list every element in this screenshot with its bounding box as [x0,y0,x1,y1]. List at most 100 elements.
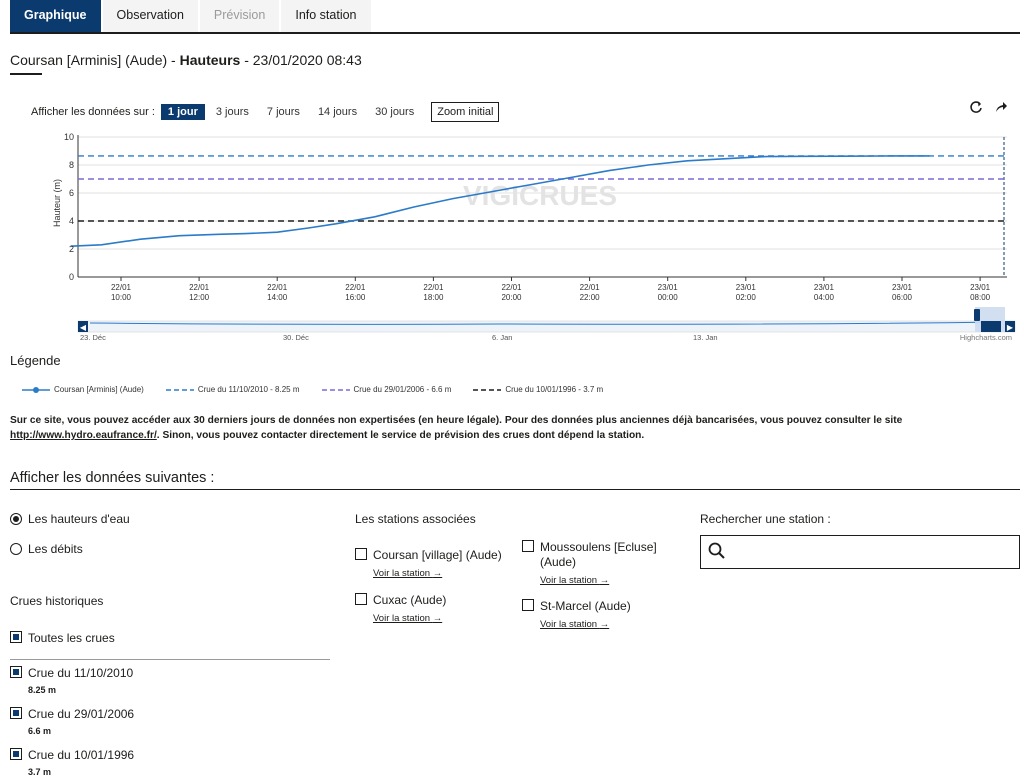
range-3-jours-button[interactable]: 3 jours [215,106,249,118]
refresh-icon[interactable] [968,100,984,116]
highcharts-credit[interactable]: Highcharts.com [960,333,1012,342]
checkbox[interactable] [10,748,22,760]
station-cuxac[interactable]: Cuxac (Aude) Voir la station → [355,593,508,626]
voir-station-link[interactable]: Voir la station → [373,568,443,579]
checkbox[interactable] [10,666,22,678]
legend-title: Légende [10,353,61,368]
x-tick-time: 00:00 [658,293,679,302]
station-moussoulens[interactable]: Moussoulens [Ecluse] (Aude) Voir la stati… [522,540,665,588]
checkbox-crue-2006[interactable]: Crue du 29/01/2006 6.6 m [10,707,134,739]
y-tick-label: 2 [69,244,74,254]
range-7-jours-button[interactable]: 7 jours [266,106,300,118]
x-tick-time: 12:00 [189,293,210,302]
station-label: Coursan [village] (Aude) [373,548,502,562]
title-separator: - [167,52,180,68]
arrow-right-icon: → [432,613,443,624]
y-tick-label: 10 [64,132,74,142]
voir-station-link[interactable]: Voir la station → [373,613,443,624]
tab-graphique[interactable]: Graphique [10,0,101,32]
info-text-part2: . Sinon, vous pouvez contacter directeme… [156,430,645,441]
search-input[interactable] [731,536,1005,566]
x-tick-time: 02:00 [736,293,757,302]
checkbox-toutes-crues[interactable]: Toutes les crues [10,631,115,646]
legend-item-crue-1996[interactable]: Crue du 10/01/1996 - 3.7 m [473,385,603,394]
navigator-track[interactable] [77,320,1016,333]
checkbox[interactable] [10,631,22,643]
radio-debits[interactable]: Les débits [10,542,83,556]
crue-label: Crue du 10/01/1996 [28,748,135,762]
navigator-label: 30. Déc [283,333,309,342]
navigator-handle-left[interactable] [974,309,980,321]
checkbox-label: Toutes les crues [28,631,115,645]
checkbox[interactable] [355,593,367,605]
x-tick-date: 22/01 [501,283,522,292]
arrow-right-icon: → [599,619,610,630]
legend-label: Crue du 29/01/2006 - 6.6 m [353,385,452,394]
voir-station-link[interactable]: Voir la station → [540,575,610,586]
crue-value: 6.6 m [28,726,52,736]
crue-label: Crue du 29/01/2006 [28,707,135,721]
share-icon[interactable] [993,100,1009,116]
tab-bar: Graphique Observation Prévision Info sta… [10,0,373,32]
checkbox-crue-2010[interactable]: Crue du 11/10/2010 8.25 m [10,666,133,698]
checkbox[interactable] [522,599,534,611]
x-tick-time: 18:00 [423,293,444,302]
station-st-marcel[interactable]: St-Marcel (Aude) Voir la station → [522,599,665,632]
hydro-link[interactable]: http://www.hydro.eaufrance.fr/ [10,430,157,441]
station-coursan-village[interactable]: Coursan [village] (Aude) Voir la station … [355,548,508,581]
x-tick-time: 04:00 [814,293,835,302]
legend: Coursan [Arminis] (Aude) Crue du 11/10/2… [22,385,625,394]
tab-observation[interactable]: Observation [102,0,198,32]
info-text-part1: Sur ce site, vous pouvez accéder aux 30 … [10,415,903,426]
navigator-right-arrow[interactable] [1005,321,1015,332]
y-ticks: 0 2 4 6 8 10 [64,132,74,282]
title-underline [10,73,42,75]
stations-title: Les stations associées [355,512,476,526]
station-label: Cuxac (Aude) [373,593,447,607]
range-label: Afficher les données sur : [31,106,155,118]
navigator[interactable]: ◀ ▶ [77,307,1016,333]
y-axis-label: Hauteur (m) [52,179,62,227]
navigator-left-arrow[interactable] [78,321,88,332]
arrow-right-icon: → [599,575,610,586]
title-date: - 23/01/2020 08:43 [240,52,362,68]
crues-title: Crues historiques [10,594,104,608]
legend-label: Coursan [Arminis] (Aude) [54,385,144,394]
navigator-series [89,321,1001,325]
range-30-jours-button[interactable]: 30 jours [375,106,415,118]
radio-hauteurs[interactable]: Les hauteurs d'eau [10,512,130,526]
x-tick-date: 23/01 [814,283,835,292]
tab-divider [10,32,1020,34]
info-text: Sur ce site, vous pouvez accéder aux 30 … [10,413,1020,443]
navigator-label: 6. Jan [492,333,512,342]
x-tick-time: 10:00 [111,293,132,302]
legend-item-crue-2006[interactable]: Crue du 29/01/2006 - 6.6 m [321,385,452,394]
radio-button-checked[interactable] [10,513,22,525]
measure-name: Hauteurs [179,52,241,68]
navigator-scroll-thumb[interactable] [981,321,1001,332]
section-divider [10,489,1020,490]
zoom-initial-button[interactable]: Zoom initial [431,102,500,122]
range-1-jour-button[interactable]: 1 jour [160,104,205,120]
legend-label: Crue du 11/10/2010 - 8.25 m [197,385,300,394]
legend-item-crue-2010[interactable]: Crue du 11/10/2010 - 8.25 m [165,385,300,394]
navigator-right-arrow-glyph: ▶ [1007,323,1014,332]
checkbox[interactable] [522,540,534,552]
x-tick-time: 08:00 [970,293,991,302]
x-tick-time: 14:00 [267,293,288,302]
voir-station-link[interactable]: Voir la station → [540,619,610,630]
checkbox-crue-1996[interactable]: Crue du 10/01/1996 3.7 m [10,748,134,780]
checkbox[interactable] [10,707,22,719]
legend-item-coursan[interactable]: Coursan [Arminis] (Aude) [22,385,144,394]
search-box[interactable] [700,535,1020,569]
x-tick-date: 22/01 [267,283,288,292]
tab-info-station[interactable]: Info station [281,0,371,32]
series-line-coursan [70,155,930,247]
range-14-jours-button[interactable]: 14 jours [317,106,358,118]
radio-label: Les débits [28,542,83,556]
checkbox[interactable] [355,548,367,560]
radio-button[interactable] [10,543,22,555]
x-tick-date: 22/01 [111,283,132,292]
y-tick-label: 0 [69,272,74,282]
